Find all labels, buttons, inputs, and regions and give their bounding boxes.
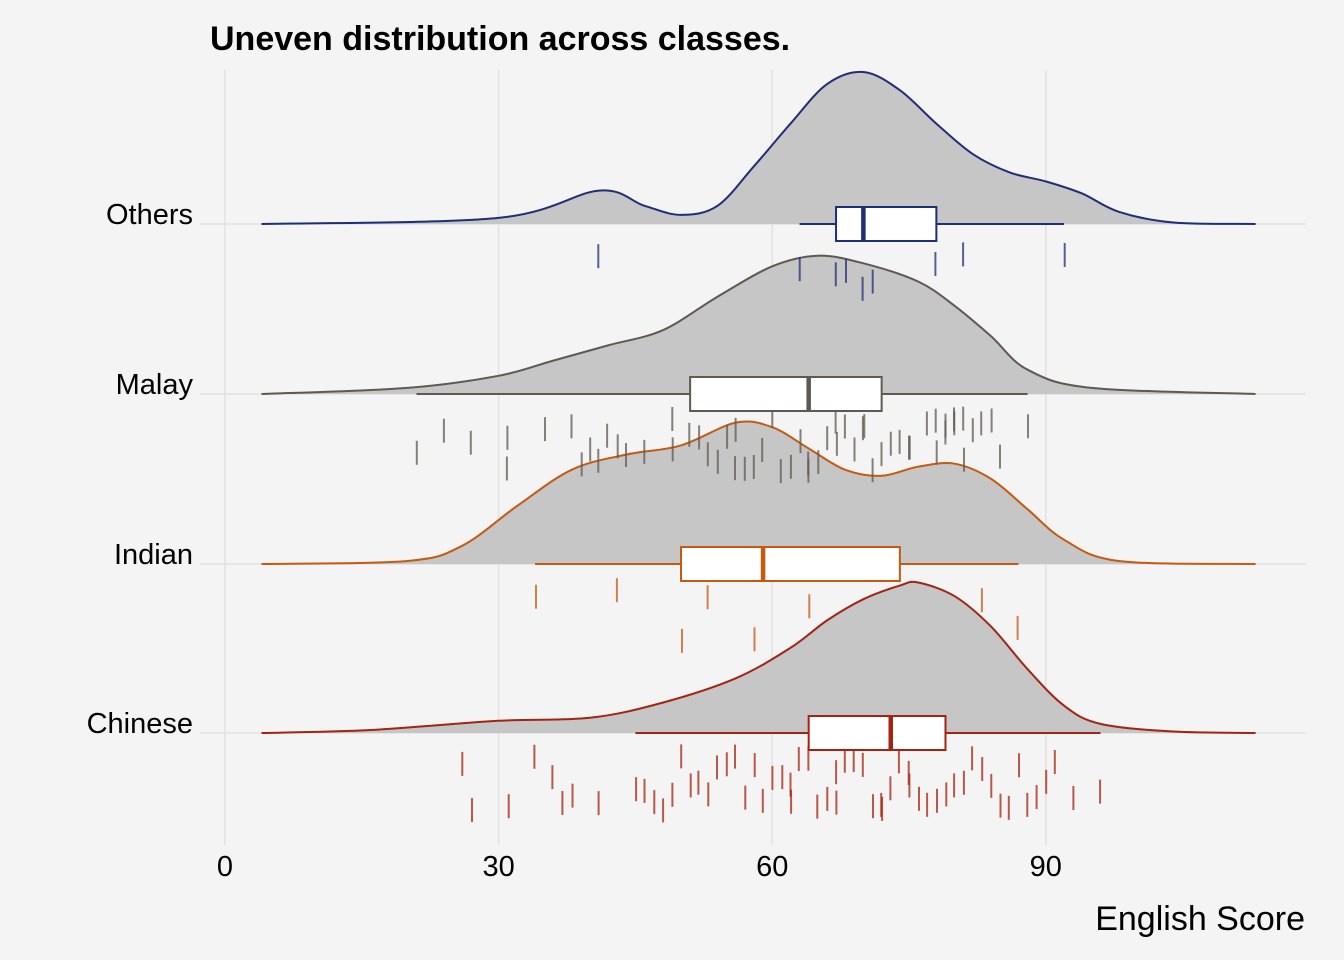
density-line-chinese	[261, 580, 1256, 734]
x-axis-label: English Score	[1095, 900, 1305, 938]
x-tick-label: 60	[756, 851, 788, 883]
category-label-others: Others	[106, 199, 193, 231]
category-label-malay: Malay	[116, 369, 194, 401]
box-chinese	[807, 715, 947, 751]
chart-title: Uneven distribution across classes.	[210, 20, 790, 58]
density-area-malay	[261, 255, 1256, 394]
category-label-indian: Indian	[114, 539, 193, 571]
x-tick-label: 0	[217, 851, 233, 883]
density-line-malay	[261, 254, 1256, 395]
category-label-chinese: Chinese	[87, 708, 193, 740]
box-others	[835, 206, 938, 242]
box-malay	[689, 376, 883, 412]
boxplots	[416, 206, 1101, 751]
density-line-indian	[261, 420, 1256, 565]
density-area-indian	[261, 421, 1256, 564]
x-tick-label: 30	[482, 851, 514, 883]
density-area-chinese	[261, 581, 1256, 733]
density-area-others	[261, 71, 1256, 224]
x-tick-label: 90	[1030, 851, 1062, 883]
density-clouds	[261, 70, 1256, 734]
density-line-others	[261, 70, 1256, 225]
box-indian	[680, 546, 901, 582]
category-labels: Others Malay Indian Chinese	[87, 199, 194, 740]
x-tick-labels: 0 30 60 90	[217, 851, 1062, 883]
